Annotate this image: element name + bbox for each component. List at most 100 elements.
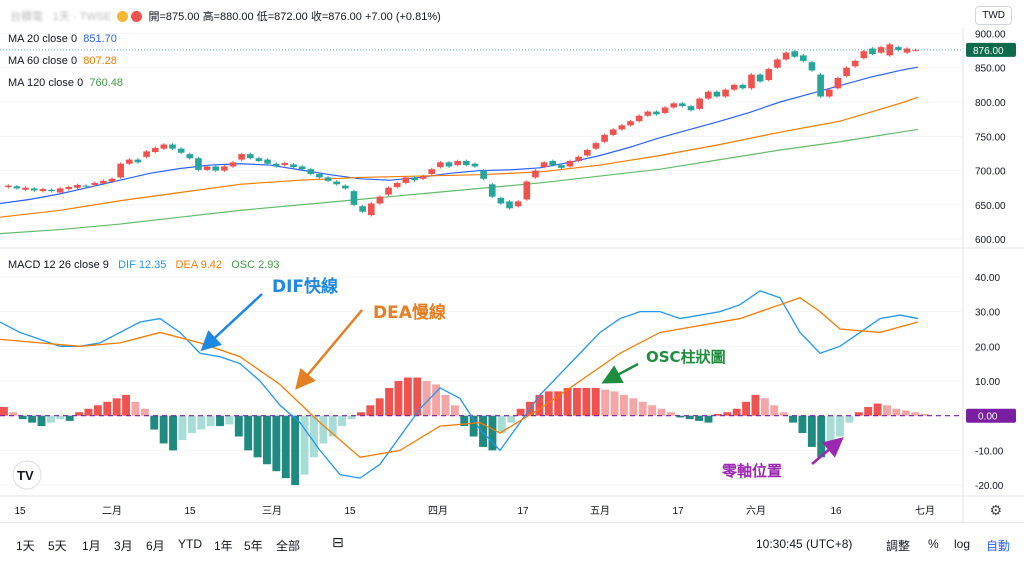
ma60-legend[interactable]: MA 60 close 0 807.28 [8, 55, 117, 67]
candle [765, 69, 773, 81]
range-button-8[interactable]: 全部 [276, 539, 301, 553]
osc-bar [18, 415, 27, 420]
candle [886, 44, 894, 56]
osc-bar [638, 401, 647, 416]
candle [506, 201, 513, 209]
candle [255, 158, 263, 161]
osc-bar [535, 394, 544, 416]
time-tick-label: 17 [517, 506, 529, 517]
annotation-zero: 零軸位置 [721, 462, 782, 480]
candle [903, 48, 911, 53]
candle [5, 185, 12, 188]
currency-button[interactable]: TWD [975, 6, 1012, 25]
candle [316, 174, 323, 178]
osc-bar [216, 415, 224, 427]
osc-bar [629, 398, 638, 416]
osc-bar [497, 415, 506, 434]
osc-bar [347, 415, 356, 420]
macd-legend[interactable]: MACD 12 26 close 9 DIF 12.35 DEA 9.42 OS… [8, 259, 280, 271]
candle [774, 59, 781, 68]
adjust-button[interactable]: 調整 [886, 539, 911, 553]
osc-bar [554, 391, 563, 416]
osc-bar [432, 384, 441, 416]
auto-button[interactable]: 自動 [986, 539, 1011, 553]
price-tick-label: 700.00 [975, 167, 1006, 178]
candle [670, 103, 678, 108]
range-button-7[interactable]: 5年 [244, 539, 263, 553]
annotation-zero-arrow [811, 437, 844, 465]
range-button-1[interactable]: 5天 [48, 539, 67, 553]
svg-text:TV: TV [17, 468, 34, 483]
osc-bar [46, 415, 55, 423]
ma-line-ma60 [0, 96, 919, 218]
candle [376, 196, 384, 204]
clock-readout[interactable]: 10:30:45 (UTC+8) [756, 537, 853, 551]
osc-bar [291, 415, 300, 486]
zero-badge [966, 408, 1016, 423]
osc-bar [206, 415, 215, 427]
ma-line-ma120 [0, 128, 919, 235]
osc-bar [281, 415, 290, 479]
time-tick-label: 六月 [746, 505, 766, 517]
candle [480, 170, 487, 179]
candle [134, 159, 142, 163]
time-tick-label: 15 [184, 506, 196, 517]
range-button-3[interactable]: 3月 [114, 539, 133, 553]
osc-bar [760, 398, 769, 416]
osc-bar [37, 415, 46, 427]
time-tick-label: 15 [14, 506, 26, 517]
ma120-legend[interactable]: MA 120 close 0 760.48 [8, 77, 123, 89]
date-range-icon[interactable]: ⊟ [332, 534, 344, 550]
osc-bar [563, 387, 572, 416]
candle [722, 89, 729, 97]
range-button-4[interactable]: 6月 [146, 539, 165, 553]
candle [56, 188, 64, 193]
osc-bar [713, 413, 722, 416]
candle [653, 111, 660, 115]
last-price-badge [966, 42, 1016, 57]
osc-bar [187, 415, 196, 434]
osc-bar [319, 415, 328, 444]
candle [609, 129, 617, 135]
osc-bar [582, 387, 591, 416]
osc-bar [0, 407, 8, 416]
candle [393, 182, 401, 188]
candle [324, 177, 332, 181]
range-button-0[interactable]: 1天 [16, 539, 35, 553]
candle [333, 181, 341, 185]
time-tick-label: 15 [344, 506, 356, 517]
candle [592, 143, 600, 149]
osc-bar [450, 405, 459, 416]
osc-bar [122, 394, 131, 416]
osc-bar [197, 415, 206, 430]
candle [523, 181, 531, 200]
candle [817, 74, 824, 97]
price-tick-label: 800.00 [975, 98, 1006, 109]
settings-gear-icon[interactable]: ⚙ [989, 502, 1002, 518]
range-button-5[interactable]: YTD [178, 537, 202, 551]
price-tick-label: 850.00 [975, 64, 1006, 75]
osc-bar [310, 415, 318, 458]
osc-bar [883, 405, 891, 416]
annotation-dea: DEA慢線 [373, 302, 446, 323]
candle [843, 67, 850, 76]
symbol-title[interactable]: 台積電 · 1天 · TWSE [10, 11, 112, 23]
range-button-2[interactable]: 1月 [82, 539, 101, 553]
candle [229, 162, 237, 167]
chart-canvas[interactable]: 900.00 850.00 800.00 750.00 700.00 650.00 600.… [0, 0, 1024, 522]
candle [808, 62, 816, 71]
candle [834, 78, 842, 89]
candle [437, 162, 444, 168]
candle [117, 163, 124, 178]
ma20-legend[interactable]: MA 20 close 0 851.70 [8, 33, 117, 45]
log-button[interactable]: log [954, 537, 971, 551]
percent-button[interactable]: % [928, 537, 939, 551]
osc-bar [131, 401, 140, 416]
range-button-6[interactable]: 1年 [214, 539, 233, 553]
osc-bar [169, 415, 177, 451]
osc-bar [573, 387, 581, 416]
candle [877, 47, 885, 53]
candle [869, 48, 876, 54]
ohlc-readout: 開=875.00 高=880.00 低=872.00 收=876.00 +7.0… [148, 11, 441, 23]
candle [851, 60, 859, 67]
